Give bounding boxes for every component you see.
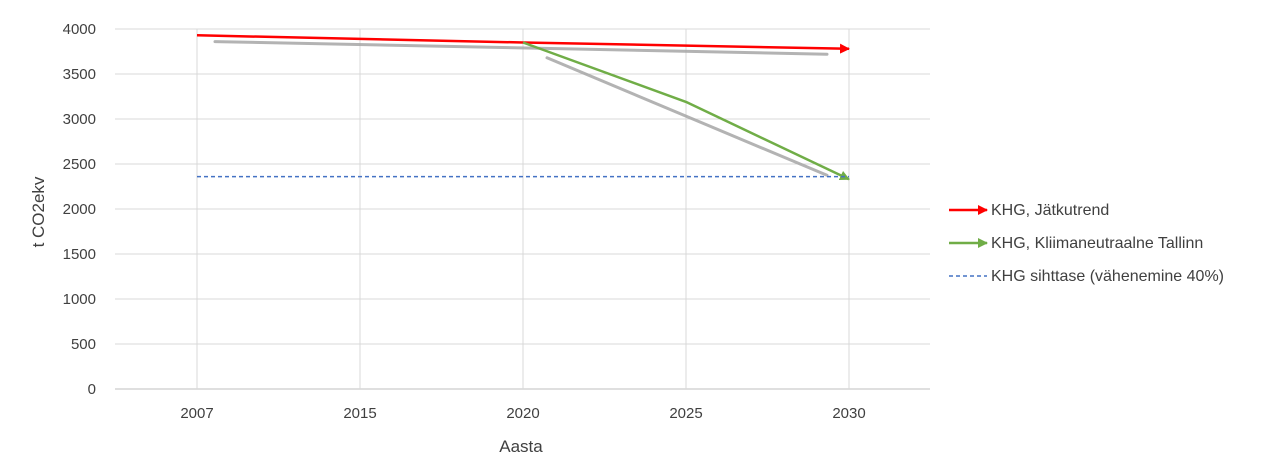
legend-label-1: KHG, Jätkutrend xyxy=(991,202,1109,219)
y-tick-2000: 2000 xyxy=(63,201,96,218)
trend-shadow-2 xyxy=(545,56,829,177)
grid-lines xyxy=(115,28,930,390)
y-tick-3000: 3000 xyxy=(63,111,96,128)
y-tick-500: 500 xyxy=(71,336,96,353)
series-line-2 xyxy=(522,41,850,181)
legend-label-2: KHG, Kliimaneutraalne Tallinn xyxy=(991,235,1203,252)
trend-shadows xyxy=(213,40,829,177)
y-tick-4000: 4000 xyxy=(63,21,96,38)
trend-shadow-1 xyxy=(213,40,829,56)
y-axis-title: t CO2ekv xyxy=(29,176,48,247)
x-tick-2020: 2020 xyxy=(506,405,539,422)
x-tick-2015: 2015 xyxy=(343,405,376,422)
x-tick-labels: 2007 2015 2020 2025 2030 xyxy=(180,405,865,422)
y-tick-0: 0 xyxy=(88,381,96,398)
legend-label-3: KHG sihttase (vähenemine 40%) xyxy=(991,268,1224,285)
legend: KHG, Jätkutrend KHG, Kliimaneutraalne Tal… xyxy=(949,202,1224,285)
series-lines xyxy=(196,34,850,181)
x-axis-title: Aasta xyxy=(499,437,543,456)
x-tick-2007: 2007 xyxy=(180,405,213,422)
y-tick-1500: 1500 xyxy=(63,246,96,263)
x-tick-2030: 2030 xyxy=(832,405,865,422)
x-tick-2025: 2025 xyxy=(669,405,702,422)
y-tick-2500: 2500 xyxy=(63,156,96,173)
y-tick-labels: 0 500 1000 1500 2000 2500 3000 3500 4000 xyxy=(63,21,96,398)
y-tick-3500: 3500 xyxy=(63,66,96,83)
y-tick-1000: 1000 xyxy=(63,291,96,308)
